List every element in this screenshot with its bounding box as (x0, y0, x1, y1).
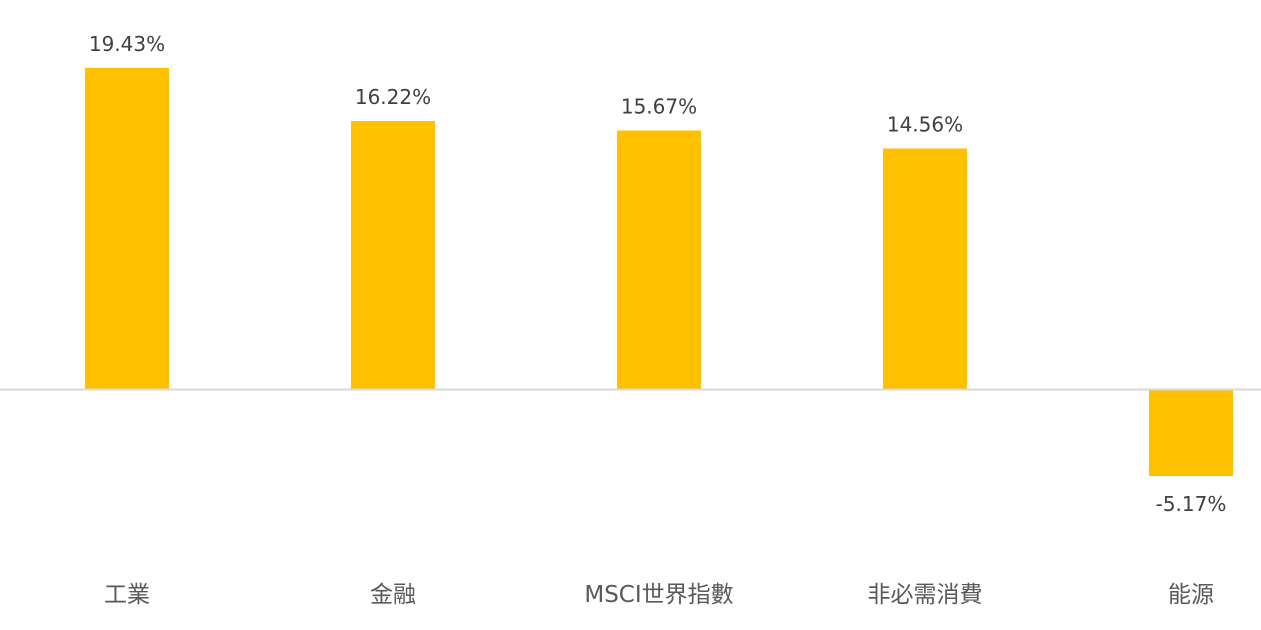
data-label-3: 14.56% (887, 113, 963, 137)
category-label-4: 能源 (1168, 582, 1214, 608)
category-label-0: 工業 (104, 582, 150, 608)
data-labels-group: 19.43% 16.22% 15.67% 14.56% -5.17% (89, 32, 1227, 516)
bar-2 (617, 130, 701, 390)
bar-3 (883, 148, 967, 390)
bar-0 (85, 68, 169, 390)
data-label-4: -5.17% (1156, 492, 1227, 516)
category-labels-group: 工業 金融 MSCI世界指數 非必需消費 能源 (104, 582, 1214, 608)
data-label-1: 16.22% (355, 85, 431, 109)
bar-1 (351, 121, 435, 390)
data-label-2: 15.67% (621, 94, 697, 118)
data-label-0: 19.43% (89, 32, 165, 56)
category-label-3: 非必需消費 (868, 582, 983, 608)
bars-group (85, 68, 1233, 476)
bar-4 (1149, 390, 1233, 476)
category-label-2: MSCI世界指數 (584, 582, 733, 608)
category-label-1: 金融 (370, 582, 416, 608)
